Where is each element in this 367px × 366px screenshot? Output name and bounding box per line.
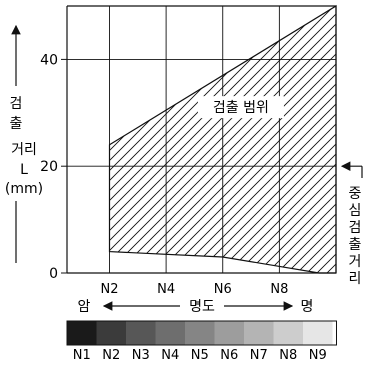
- gray-swatch-N1: [67, 321, 97, 345]
- center-distance-label-char: 심: [349, 203, 362, 219]
- x-tick-label-N6: N6: [214, 282, 232, 297]
- gray-swatch-N2: [96, 321, 126, 345]
- center-distance-label-char: 출: [349, 237, 362, 253]
- gray-swatch-N4: [155, 321, 185, 345]
- x-tick-label-N2: N2: [100, 282, 118, 297]
- gray-swatch-N8: [273, 321, 303, 345]
- y-axis-title-unit: (mm): [5, 181, 43, 197]
- gray-label-N3: N3: [132, 348, 150, 362]
- gray-label-N1: N1: [73, 348, 91, 362]
- y-axis-title-char: 출: [10, 116, 23, 132]
- gray-label-N9: N9: [309, 348, 327, 362]
- gray-swatch-N9: [303, 321, 333, 345]
- gray-swatch-N6: [214, 321, 244, 345]
- gray-swatch-N3: [126, 321, 156, 345]
- gray-label-N4: N4: [161, 348, 179, 362]
- center-distance-label-char: 검: [349, 220, 362, 236]
- brightness-axis-title: 명도: [189, 299, 215, 315]
- y-tick-label-0: 0: [49, 266, 58, 282]
- center-distance-label-char: 리: [349, 271, 362, 287]
- y-tick-label-20: 20: [40, 159, 58, 175]
- region-label: 검출 범위: [213, 100, 269, 116]
- center-distance-label-char: 거: [349, 254, 362, 270]
- y-axis-title-word2: 거리: [11, 142, 37, 158]
- dark-label: 암: [78, 299, 91, 315]
- gray-swatch-N7: [244, 321, 274, 345]
- plot-frame-layer: [66, 5, 337, 274]
- x-tick-label-N8: N8: [270, 282, 288, 297]
- gray-strip-border: [66, 320, 337, 346]
- gray-swatch-N5: [185, 321, 215, 345]
- gray-label-N2: N2: [102, 348, 120, 362]
- gray-label-N6: N6: [220, 348, 238, 362]
- y-axis-title-char: 검: [10, 96, 23, 112]
- bright-label: 명: [301, 299, 314, 315]
- x-tick-label-N4: N4: [157, 282, 175, 297]
- y-tick-label-40: 40: [40, 52, 58, 68]
- label-layer: 검출 범위: [197, 96, 284, 119]
- center-distance-label-char: 중: [349, 186, 362, 202]
- grayscale-layer: N1 N2 N3 N4 N5 N6 N7 N8 N9: [66, 320, 337, 363]
- gray-label-N8: N8: [279, 348, 297, 362]
- y-axis-title-symbol: L: [20, 162, 28, 178]
- gray-swatch-white-end: [332, 321, 335, 345]
- gray-label-N5: N5: [191, 348, 209, 362]
- gray-label-N7: N7: [250, 348, 268, 362]
- region-label-background: [197, 96, 284, 119]
